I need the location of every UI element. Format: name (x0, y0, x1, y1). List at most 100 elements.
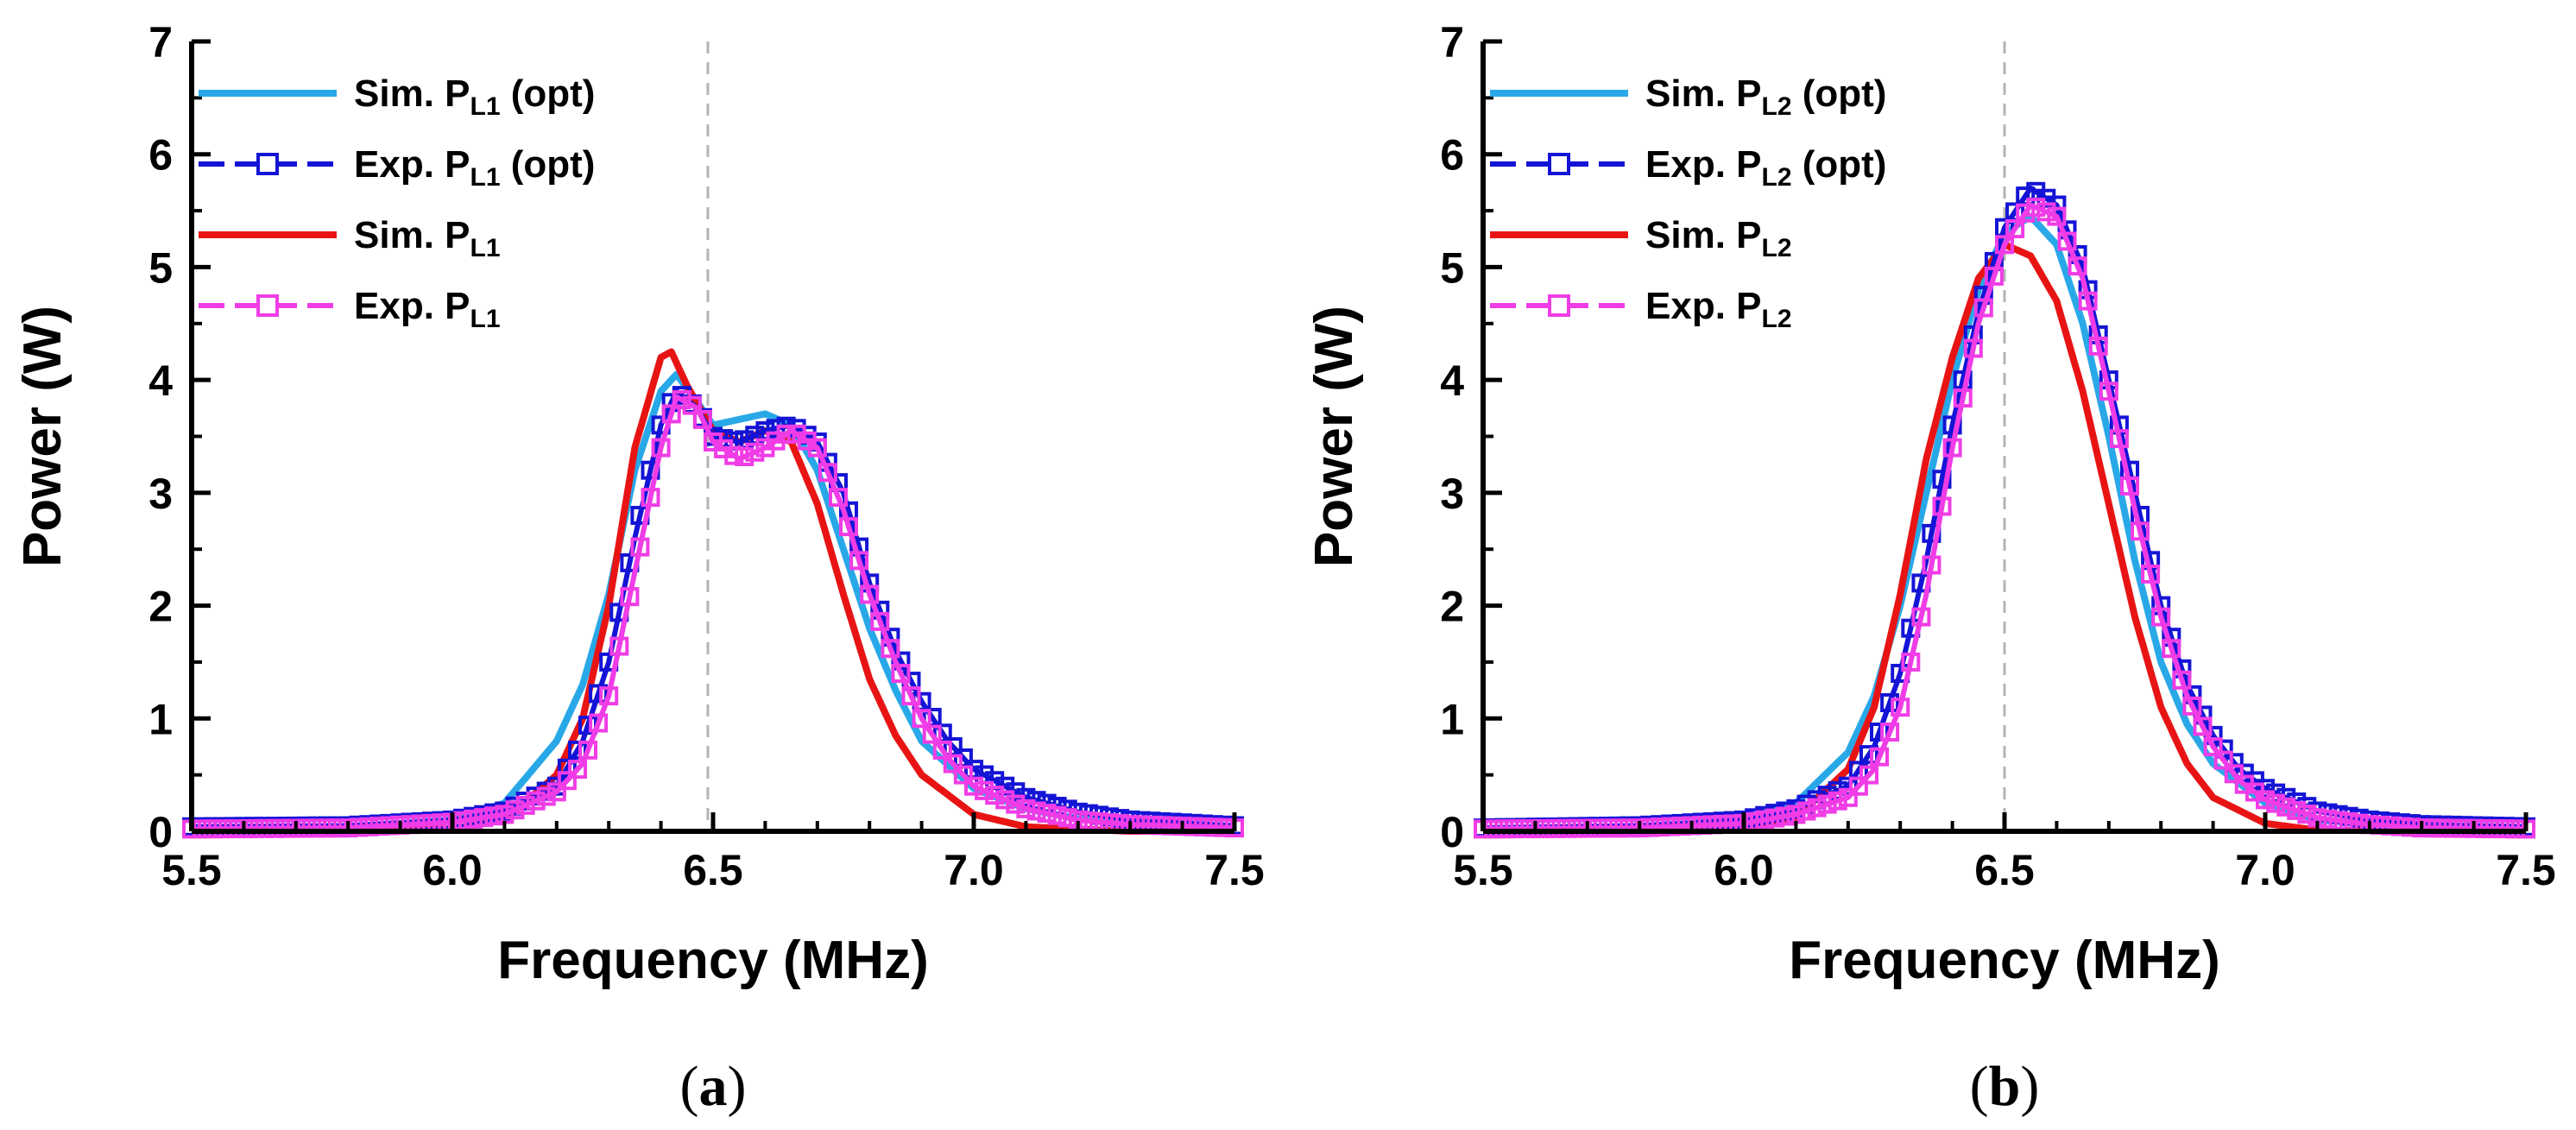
data-point (2162, 639, 2181, 659)
data-point (1932, 496, 1952, 516)
legend-entry: Sim. PL2 (opt) (1490, 73, 1886, 121)
y-tick-label: 6 (1440, 131, 1464, 180)
data-point (526, 791, 546, 811)
panel-b: 5.5 6.0 6.5 7.0 7.5 0 1 2 3 4 5 6 7 Frequency (MHz) Po… (1304, 18, 2556, 1118)
panel-a: 5.5 6.0 6.5 7.0 7.5 0 1 2 3 4 5 6 7 Frequency (MHz) Po… (13, 18, 1265, 1118)
data-point (932, 740, 952, 760)
x-axis-title: Frequency (MHz) (1789, 931, 2219, 990)
data-point (2224, 764, 2244, 784)
data-point (2026, 198, 2046, 218)
data-point (839, 517, 858, 537)
data-point (776, 424, 796, 444)
data-point (1661, 817, 1681, 836)
legend-entry: Exp. PL2 (opt) (1490, 143, 1886, 192)
data-point (1870, 747, 1889, 767)
data-point (745, 442, 765, 462)
data-point (1577, 818, 1597, 838)
legend-entry: Exp. PL1 (opt) (199, 143, 595, 192)
data-point (1838, 787, 1858, 807)
legend-label: Sim. PL2 (1645, 214, 1792, 262)
data-point (1619, 818, 1639, 838)
y-tick-label: 4 (1440, 357, 1464, 405)
data-point (536, 786, 556, 806)
data-point (589, 713, 609, 733)
data-point (1006, 794, 1026, 814)
data-point (641, 488, 660, 508)
y-tick-label: 3 (1440, 470, 1464, 518)
data-point (474, 808, 494, 828)
data-point (1567, 818, 1587, 838)
data-point (901, 686, 921, 706)
data-point (2036, 202, 2056, 222)
data-point (995, 790, 1015, 810)
data-point (1984, 266, 2004, 286)
data-point (255, 818, 275, 838)
data-point (557, 771, 577, 791)
x-tick-label: 5.5 (161, 846, 222, 894)
data-point (766, 419, 786, 439)
series-1 (182, 386, 1244, 836)
legend-entry: Sim. PL2 (1490, 214, 1792, 262)
y-tick-label: 7 (1440, 18, 1464, 66)
data-point (1859, 765, 1878, 785)
series-line (191, 388, 1235, 830)
data-point (568, 760, 587, 780)
legend-marker (1548, 153, 1570, 175)
data-point (620, 587, 640, 607)
panel-label: (b) (1970, 1055, 2040, 1118)
data-point (2151, 607, 2171, 627)
y-tick-label: 5 (148, 243, 173, 292)
data-point (1588, 818, 1607, 838)
data-point (1880, 693, 1900, 712)
data-point (1058, 808, 1077, 828)
data-point (2433, 818, 2453, 838)
data-point (1183, 817, 1203, 836)
x-tick-label: 5.5 (1453, 846, 1513, 894)
y-tick-label: 6 (148, 131, 173, 180)
legend-label: Exp. PL2 (opt) (1645, 143, 1886, 192)
data-point (453, 811, 473, 830)
data-point (651, 438, 671, 458)
data-point (328, 818, 348, 838)
data-point (1973, 298, 1993, 318)
data-point (1609, 818, 1628, 838)
data-point (975, 780, 994, 800)
x-tick-label: 6.0 (422, 846, 483, 894)
legend-label: Sim. PL1 (354, 214, 501, 262)
data-point (349, 818, 369, 837)
data-point (546, 782, 566, 802)
data-point (1942, 438, 1962, 458)
data-point (2453, 818, 2473, 838)
x-tick-label: 7.5 (1204, 846, 1265, 894)
data-point (296, 818, 316, 838)
data-point (943, 754, 963, 773)
x-tick-label: 7.0 (944, 846, 1004, 894)
data-point (881, 639, 900, 659)
data-point (2120, 477, 2139, 496)
x-tick-label: 6.0 (1714, 846, 1774, 894)
series-1 (1474, 181, 2535, 838)
y-tick-label: 5 (1440, 243, 1464, 292)
data-point (1995, 235, 2014, 255)
data-point (1901, 652, 1921, 672)
data-point (1536, 818, 1556, 838)
legend-label: Exp. PL1 (opt) (354, 143, 595, 192)
data-point (682, 395, 702, 415)
y-axis-title: Power (W) (13, 306, 73, 567)
y-tick-label: 0 (1440, 808, 1464, 856)
data-point (505, 800, 525, 820)
legend: Sim. PL1 (opt) Exp. PL1 (opt) Sim. PL1 Exp.… (199, 73, 595, 333)
data-point (2047, 206, 2067, 226)
legend-entry: Exp. PL2 (1490, 285, 1792, 333)
y-tick-label: 3 (148, 470, 173, 518)
data-point (2256, 790, 2275, 810)
legend-label: Sim. PL1 (opt) (354, 73, 595, 121)
data-point (630, 537, 650, 557)
y-tick-label: 2 (1440, 583, 1464, 631)
data-point (2203, 737, 2223, 756)
y-tick-label: 7 (148, 18, 173, 66)
data-point (1651, 818, 1670, 836)
data-point (589, 684, 609, 704)
y-tick-label: 1 (148, 695, 173, 743)
